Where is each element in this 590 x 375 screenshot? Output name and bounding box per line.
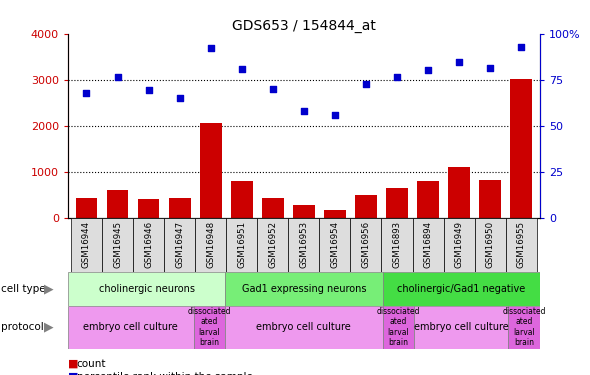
Bar	[107, 190, 129, 217]
Text: GSM16947: GSM16947	[175, 221, 184, 268]
Text: GSM16948: GSM16948	[206, 221, 215, 268]
Text: Gad1 expressing neurons: Gad1 expressing neurons	[241, 284, 366, 294]
Bar	[382, 217, 412, 272]
Bar	[164, 217, 195, 272]
Bar	[137, 199, 159, 217]
Bar	[133, 217, 164, 272]
Bar	[506, 217, 537, 272]
Bar	[382, 306, 414, 349]
Point	[424, 67, 433, 73]
Bar	[102, 217, 133, 272]
Bar	[355, 195, 377, 217]
Text: cholinergic/Gad1 negative: cholinergic/Gad1 negative	[397, 284, 525, 294]
Bar	[200, 123, 222, 218]
Text: GSM16945: GSM16945	[113, 221, 122, 268]
Bar	[195, 217, 226, 272]
Bar	[444, 217, 474, 272]
Text: GSM16951: GSM16951	[237, 221, 246, 268]
Text: embryo cell culture: embryo cell culture	[83, 322, 178, 332]
Bar	[194, 306, 225, 349]
Text: ▶: ▶	[44, 321, 53, 334]
Text: GSM16956: GSM16956	[362, 221, 371, 268]
Point	[206, 45, 215, 51]
Bar	[412, 217, 444, 272]
Point	[361, 81, 371, 87]
Text: embryo cell culture: embryo cell culture	[257, 322, 351, 332]
Text: GSM16946: GSM16946	[144, 221, 153, 268]
Bar	[68, 272, 225, 306]
Bar	[324, 210, 346, 218]
Text: ■: ■	[68, 359, 82, 369]
Bar	[448, 167, 470, 217]
Text: GSM16893: GSM16893	[392, 221, 402, 268]
Text: dissociated
ated
larval
brain: dissociated ated larval brain	[502, 307, 546, 347]
Text: GSM16955: GSM16955	[517, 221, 526, 268]
Point	[144, 87, 153, 93]
Bar	[479, 180, 501, 218]
Point	[113, 74, 122, 80]
Bar	[293, 205, 314, 218]
Text: GSM16950: GSM16950	[486, 221, 494, 268]
Point	[516, 44, 526, 50]
Bar	[226, 217, 257, 272]
Text: cell type: cell type	[1, 284, 46, 294]
Text: cholinergic neurons: cholinergic neurons	[99, 284, 195, 294]
Bar	[289, 217, 319, 272]
Text: protocol: protocol	[1, 322, 44, 332]
Bar	[414, 306, 509, 349]
Bar	[76, 198, 97, 217]
Point	[486, 65, 495, 71]
Text: dissociated
ated
larval
brain: dissociated ated larval brain	[376, 307, 420, 347]
Text: GSM16953: GSM16953	[299, 221, 309, 268]
Point	[392, 74, 402, 80]
Text: GSM16949: GSM16949	[455, 221, 464, 268]
Bar	[169, 198, 191, 217]
Bar	[417, 181, 439, 218]
Text: embryo cell culture: embryo cell culture	[414, 322, 509, 332]
Text: GSM16952: GSM16952	[268, 221, 277, 268]
Bar	[319, 217, 350, 272]
Bar	[510, 79, 532, 218]
Point	[454, 59, 464, 65]
Text: GSM16894: GSM16894	[424, 221, 432, 268]
Text: ▶: ▶	[44, 282, 53, 295]
Point	[237, 66, 247, 72]
Bar	[68, 306, 194, 349]
Bar	[225, 306, 382, 349]
Bar	[225, 272, 382, 306]
Bar	[71, 217, 102, 272]
Point	[268, 86, 277, 92]
Text: GSM16944: GSM16944	[82, 221, 91, 268]
Bar	[350, 217, 382, 272]
Text: GSM16954: GSM16954	[330, 221, 339, 268]
Bar	[474, 217, 506, 272]
Point	[175, 95, 184, 101]
Bar	[386, 188, 408, 218]
Bar	[509, 306, 540, 349]
Point	[330, 112, 340, 118]
Text: percentile rank within the sample: percentile rank within the sample	[77, 372, 253, 375]
Bar	[231, 181, 253, 218]
Point	[299, 108, 309, 114]
Point	[82, 90, 91, 96]
Title: GDS653 / 154844_at: GDS653 / 154844_at	[232, 19, 376, 33]
Text: dissociated
ated
larval
brain: dissociated ated larval brain	[188, 307, 231, 347]
Bar	[257, 217, 289, 272]
Text: count: count	[77, 359, 106, 369]
Bar	[382, 272, 540, 306]
Text: ■: ■	[68, 372, 82, 375]
Bar	[262, 198, 284, 217]
